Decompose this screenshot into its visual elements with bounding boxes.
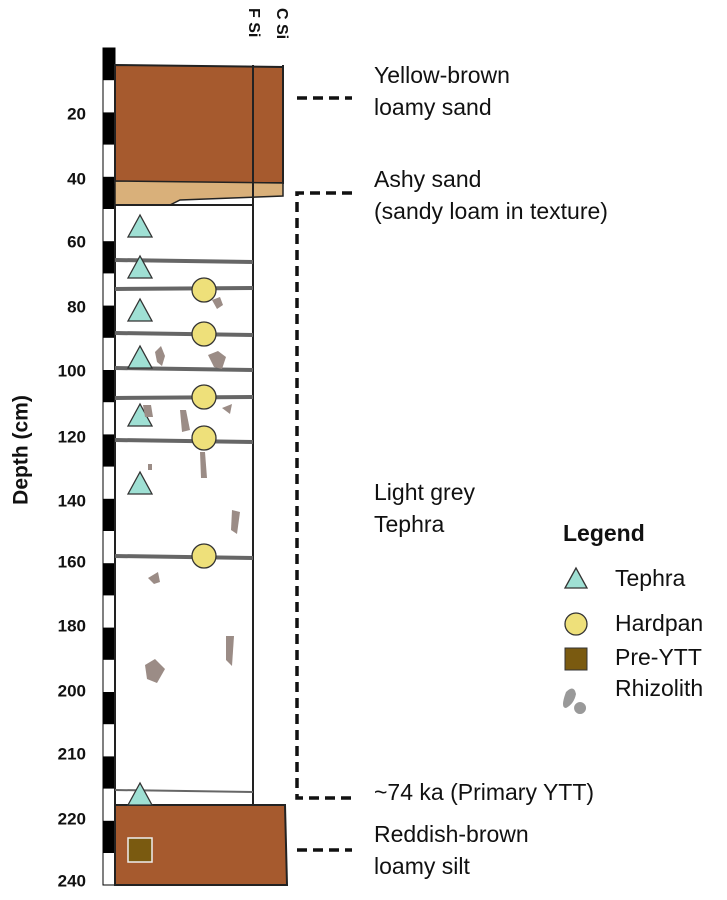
depth-label: 220: [58, 809, 86, 828]
ruler-segment: [103, 820, 115, 853]
tephra-symbol: [126, 297, 154, 322]
tephra-column: [114, 204, 254, 806]
depth-label: 40: [67, 169, 86, 188]
dashed-bracket: [295, 191, 352, 800]
ruler-segment: [103, 434, 115, 467]
layer-label: Light grey: [374, 479, 476, 505]
layer-label: loamy sand: [374, 94, 492, 120]
depth-label: 160: [58, 552, 86, 571]
hardpan-symbol: [191, 277, 217, 303]
bed: [114, 438, 254, 444]
layer-label: ~74 ka (Primary YTT): [374, 779, 594, 805]
legend-symbol: [564, 647, 588, 671]
depth-label: 60: [67, 232, 86, 251]
tephra-symbol: [126, 213, 154, 238]
hardpan-symbol: [191, 384, 217, 410]
rhizolith: [180, 410, 190, 432]
legend-symbol: [563, 566, 589, 589]
pre-ytt-symbol: [127, 837, 153, 863]
rhizolith: [200, 452, 207, 478]
ruler-segment: [103, 370, 115, 403]
rhizolith: [222, 404, 232, 414]
ruler-segment: [103, 241, 115, 274]
depth-label: 180: [58, 616, 86, 635]
depth-ticks: 20 40 60 80 100 120 140 160 180 200 210 220 240: [58, 104, 86, 890]
legend-label: Rhizolith: [615, 675, 703, 701]
layer-label: Yellow-brown: [374, 62, 510, 88]
hardpan-symbol: [191, 425, 217, 451]
bed: [114, 331, 254, 337]
tephra-symbol: [126, 470, 154, 495]
rhizolith: [148, 572, 160, 584]
layer-label: Tephra: [374, 511, 445, 537]
tephra-symbol: [126, 781, 154, 806]
legend-title: Legend: [563, 520, 645, 546]
rhizolith: [226, 636, 234, 666]
symbols: [126, 213, 217, 806]
column-label: C Si: [273, 8, 290, 39]
ruler-segment: [103, 112, 115, 145]
depth-label: 140: [58, 491, 86, 510]
rhizolith: [145, 659, 165, 683]
layer-label: Ashy sand: [374, 166, 481, 192]
legend-label: Hardpan: [615, 610, 703, 636]
layer-label: loamy silt: [374, 853, 470, 879]
ruler-segment: [103, 563, 115, 596]
depth-ruler: [102, 47, 116, 886]
depth-label: 240: [58, 871, 86, 890]
legend-symbol: [564, 612, 588, 636]
rhizolith: [155, 346, 165, 366]
rhizolith: [148, 464, 152, 470]
axis-title: Depth (cm): [10, 395, 33, 505]
layer-label: Reddish-brown: [374, 821, 529, 847]
bed: [114, 258, 254, 264]
column-label: F Si: [245, 8, 262, 37]
ruler-segment: [103, 692, 115, 725]
rhizolith: [143, 405, 153, 417]
ruler-segment: [103, 498, 115, 531]
depth-label: 120: [58, 427, 86, 446]
ruler-segment: [103, 176, 115, 209]
ruler-segment: [103, 627, 115, 660]
bed: [114, 286, 254, 291]
top-layer: [114, 63, 284, 184]
depth-label: 100: [58, 361, 86, 380]
ruler-segment: [103, 756, 115, 789]
ruler-segment: [103, 48, 115, 81]
ruler-segment: [103, 305, 115, 338]
depth-label: 80: [67, 297, 86, 316]
hardpan-symbol: [191, 321, 217, 347]
rhizoliths: [143, 297, 240, 683]
rhizolith: [208, 351, 226, 369]
bottom-layer: [114, 804, 289, 886]
bed: [114, 554, 254, 560]
legend-symbol: [563, 688, 587, 714]
rhizolith: [231, 510, 240, 534]
depth-label: 200: [58, 681, 86, 700]
rhizolith: [212, 297, 223, 309]
bed: [114, 395, 254, 400]
depth-label: 210: [58, 744, 86, 763]
tephra-symbol: [126, 344, 154, 369]
tephra-symbol: [126, 254, 154, 279]
hardpan-symbol: [191, 543, 217, 569]
legend-label: Tephra: [615, 565, 686, 591]
legend-label: Pre-YTT: [615, 644, 702, 670]
layer-label: (sandy loam in texture): [374, 198, 608, 224]
depth-label: 20: [67, 104, 86, 123]
